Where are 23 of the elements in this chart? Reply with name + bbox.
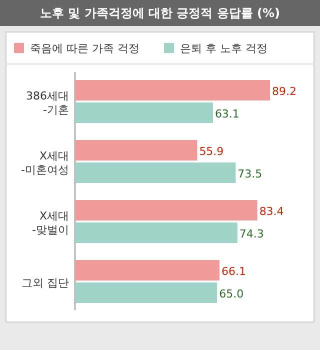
data-label: 55.9 xyxy=(199,145,224,158)
y-tick-label: X세대 -미혼여성 xyxy=(21,149,69,176)
bar xyxy=(75,162,236,183)
bar xyxy=(75,282,218,303)
data-label: 89.2 xyxy=(272,85,296,98)
bar xyxy=(75,222,238,243)
data-label: 73.5 xyxy=(238,168,262,181)
bar xyxy=(75,260,220,280)
y-tick-label: 386세대 -기혼 xyxy=(26,89,69,116)
bar xyxy=(75,200,258,220)
data-label: 66.1 xyxy=(222,265,246,278)
y-tick-label: X세대 -맞벌이 xyxy=(32,209,69,236)
bar xyxy=(75,102,213,123)
y-tick-label: 그외 집단 xyxy=(22,276,69,290)
legend-label: 은퇴 후 노후 걱정 xyxy=(180,42,268,55)
data-label: 83.4 xyxy=(259,205,284,218)
data-label: 65.0 xyxy=(219,288,244,301)
chart-title: 노후 및 가족걱정에 대한 긍정적 응답률 (%) xyxy=(40,6,280,20)
bar xyxy=(75,140,198,160)
data-label: 63.1 xyxy=(214,108,240,121)
legend-label: 죽음에 따른 가족 걱정 xyxy=(30,42,140,55)
data-label: 74.3 xyxy=(239,228,264,241)
bar xyxy=(75,80,270,100)
